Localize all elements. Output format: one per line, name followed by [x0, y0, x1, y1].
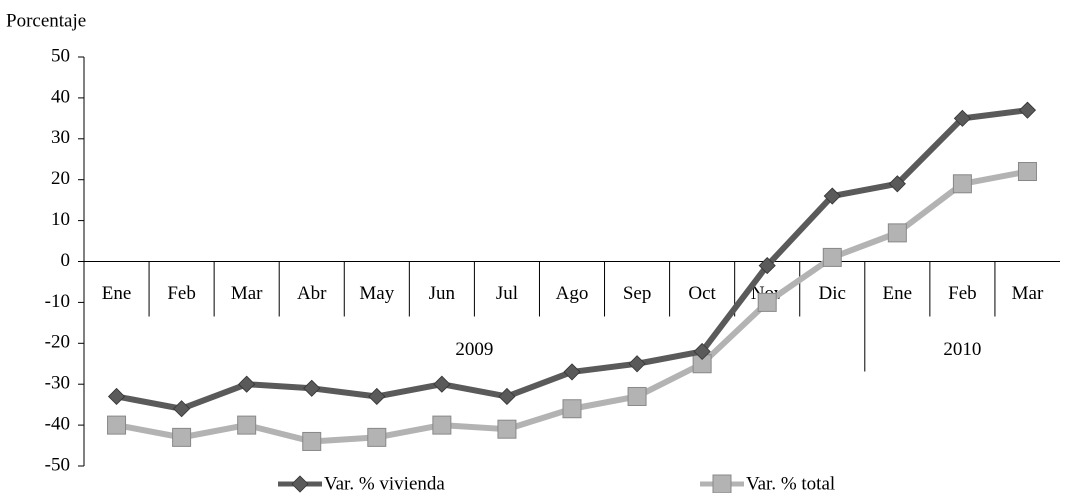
marker — [562, 399, 582, 419]
marker — [173, 400, 191, 418]
marker — [172, 427, 192, 447]
marker — [823, 187, 841, 205]
legend-label: Var. % vivienda — [324, 473, 445, 493]
marker — [887, 223, 907, 243]
y-tick-label: -10 — [45, 291, 70, 312]
y-tick-label: 40 — [51, 86, 70, 107]
y-tick-label: -40 — [45, 413, 70, 434]
y-tick-label: 0 — [61, 250, 71, 271]
series — [107, 162, 1037, 451]
marker — [302, 431, 322, 451]
marker — [433, 375, 451, 393]
y-tick-label: -30 — [45, 373, 70, 394]
marker — [303, 379, 321, 397]
marker — [888, 175, 906, 193]
y-tick-label: -20 — [45, 332, 70, 353]
group-label: 2010 — [943, 339, 981, 360]
marker — [432, 415, 452, 435]
x-tick-label: Jun — [429, 283, 456, 304]
x-tick-label: Ene — [102, 283, 132, 304]
y-tick-label: 10 — [51, 209, 70, 230]
x-tick-label: Jul — [496, 283, 518, 304]
marker — [498, 387, 516, 406]
marker — [822, 247, 842, 267]
x-tick-label: Abr — [297, 283, 327, 304]
marker — [367, 427, 387, 447]
x-tick-label: Sep — [623, 283, 652, 304]
marker — [953, 109, 971, 127]
y-tick-label: 50 — [51, 45, 70, 66]
y-tick-label: -50 — [45, 454, 70, 475]
series — [107, 101, 1037, 418]
marker — [757, 292, 777, 312]
group-label: 2009 — [455, 339, 493, 360]
y-tick-label: 30 — [51, 127, 70, 148]
x-tick-label: Ene — [883, 283, 913, 304]
marker — [758, 257, 776, 275]
marker — [107, 387, 126, 406]
y-tick-label: 20 — [51, 168, 70, 189]
marker — [693, 342, 711, 361]
x-tick-label: Oct — [688, 283, 716, 304]
marker — [1018, 101, 1037, 119]
x-tick-label: Mar — [1012, 283, 1044, 304]
marker — [368, 387, 386, 406]
legend-marker — [712, 474, 732, 493]
legend-marker — [291, 475, 309, 493]
x-tick-label: Dic — [819, 283, 846, 304]
y-axis-label: Porcentaje — [6, 10, 86, 31]
x-tick-label: Ago — [556, 283, 589, 304]
marker — [563, 363, 581, 381]
marker — [952, 174, 972, 194]
marker — [1017, 162, 1037, 182]
marker — [627, 386, 647, 406]
marker — [238, 375, 256, 393]
x-tick-label: May — [359, 283, 394, 304]
x-tick-label: Feb — [948, 283, 977, 304]
x-tick-label: Mar — [231, 283, 263, 304]
x-tick-label: Feb — [167, 283, 196, 304]
marker — [497, 419, 517, 439]
marker — [107, 415, 127, 435]
marker — [237, 415, 257, 435]
legend-label: Var. % total — [746, 473, 835, 493]
marker — [628, 355, 646, 373]
